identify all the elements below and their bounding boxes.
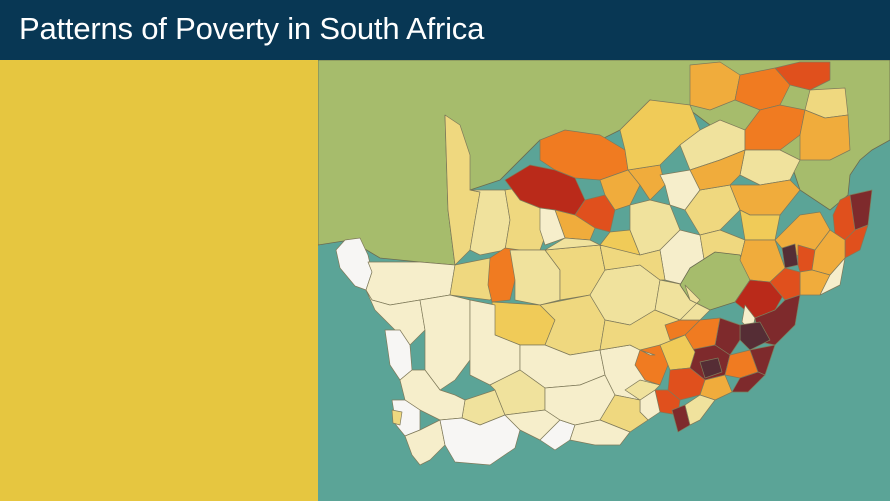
district[interactable] xyxy=(679,284,711,321)
district[interactable] xyxy=(569,419,631,446)
page-title: Patterns of Poverty in South Africa xyxy=(19,11,485,46)
poverty-choropleth-map[interactable] xyxy=(318,60,890,501)
district[interactable] xyxy=(624,379,661,401)
district[interactable] xyxy=(391,409,403,426)
district[interactable] xyxy=(819,257,846,296)
district[interactable] xyxy=(684,394,716,426)
district[interactable] xyxy=(774,61,831,91)
district[interactable] xyxy=(731,371,766,393)
header-bar: Patterns of Poverty in South Africa xyxy=(0,0,890,60)
left-panel xyxy=(0,60,318,501)
district[interactable] xyxy=(365,289,426,346)
district[interactable] xyxy=(539,207,566,246)
district[interactable] xyxy=(799,109,851,161)
district[interactable] xyxy=(739,209,781,241)
district[interactable] xyxy=(699,357,723,379)
district[interactable] xyxy=(799,269,831,296)
district[interactable] xyxy=(404,419,446,466)
district[interactable] xyxy=(781,243,799,269)
district[interactable] xyxy=(769,267,801,301)
district[interactable] xyxy=(739,149,801,186)
district[interactable] xyxy=(599,244,666,281)
district[interactable] xyxy=(639,349,656,356)
district[interactable] xyxy=(419,294,471,391)
district[interactable] xyxy=(439,414,521,466)
district[interactable] xyxy=(659,334,696,371)
